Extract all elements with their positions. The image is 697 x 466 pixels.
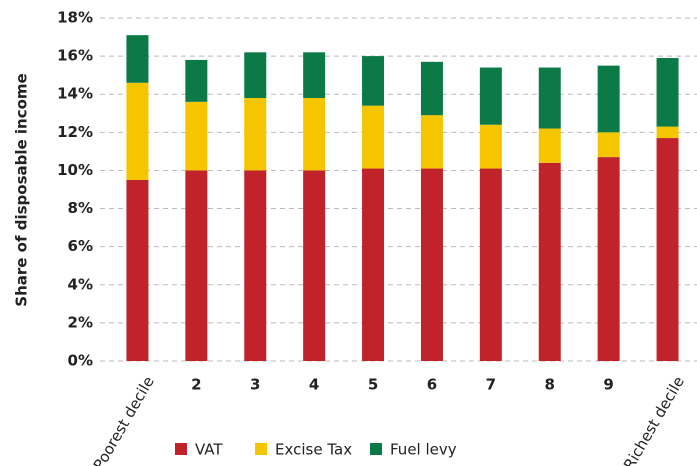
x-tick-label: 4 [309,376,319,394]
bar-segment [538,67,561,129]
bar-segment [656,58,679,127]
legend-label: Fuel levy [390,441,457,459]
y-axis-label: Share of disposable income [13,73,31,306]
y-tick-label: 8% [68,199,93,217]
bar-segment [244,98,267,171]
bar-segment [303,52,326,99]
bar-segment [362,56,385,106]
y-tick-label: 0% [68,352,93,370]
y-tick-label: 12% [57,123,93,141]
bar-segment [420,115,443,169]
x-tick-label: Richest decile [620,373,688,466]
y-tick-label: 14% [57,85,93,103]
legend-label: VAT [195,441,223,459]
y-tick-label: 2% [68,313,93,331]
bar-segment [479,168,502,361]
bar-segment [538,162,561,361]
bar-segment [303,170,326,361]
x-tick-label: 8 [545,376,555,394]
bar-segment [597,157,620,361]
y-tick-label: 6% [68,237,93,255]
bar-segment [185,170,208,361]
legend-swatch [255,443,267,455]
bar-segment [597,65,620,133]
bar-segment [126,82,149,180]
bar-segment [479,67,502,125]
x-tick-label: Poorest decile [90,373,158,466]
y-tick-label: 4% [68,275,93,293]
legend-label: Excise Tax [275,441,352,459]
legend-swatch [175,443,187,455]
bar-segment [362,105,385,169]
legend-swatch [370,443,382,455]
y-tick-label: 16% [57,47,93,65]
bar-segment [420,168,443,361]
x-tick-label: 7 [486,376,496,394]
x-tick-label: 2 [191,376,201,394]
x-tick-label: 6 [427,376,437,394]
x-tick-label: 5 [368,376,378,394]
y-tick-label: 18% [57,9,93,27]
x-tick-label: 3 [250,376,260,394]
bar-segment [597,132,620,158]
y-tick-label: 10% [57,161,93,179]
bar-segment [303,98,326,171]
bar-segment [244,52,267,99]
bar-segment [244,170,267,361]
bar-segment [362,168,385,361]
bar-segment [656,126,679,139]
bar-segment [538,128,561,163]
bar-segment [185,59,208,102]
bar-segment [126,35,149,83]
bar-segment [420,61,443,116]
bar-segment [479,124,502,169]
bar-segment [656,138,679,361]
bar-segment [185,101,208,171]
bar-segment [126,179,149,361]
x-tick-label: 9 [603,376,613,394]
